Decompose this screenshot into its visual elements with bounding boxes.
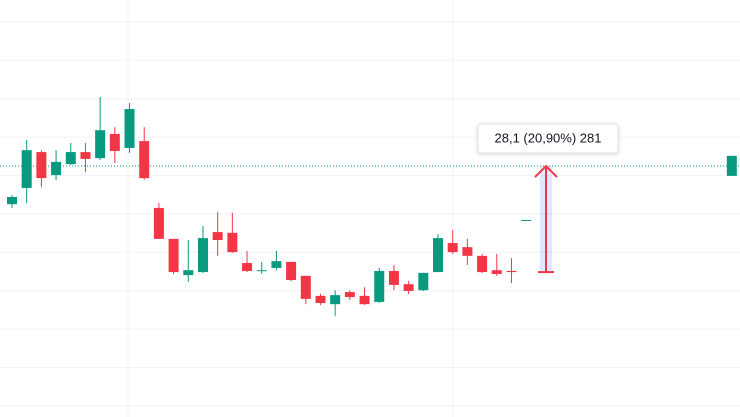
candle-body	[418, 272, 429, 291]
measure-tooltip-box	[477, 123, 619, 154]
candle-body	[21, 150, 32, 188]
candle-body	[95, 130, 106, 159]
candle-body	[51, 161, 62, 176]
measure-tool: 28,1 (20,90%) 281	[477, 123, 619, 274]
candle-body	[242, 263, 253, 271]
candle-body	[109, 133, 120, 151]
candle-body	[183, 270, 194, 276]
candle-body	[80, 152, 91, 159]
candle-body	[344, 292, 355, 297]
candle-body	[168, 238, 179, 273]
candle-body	[403, 284, 414, 291]
candle-body	[271, 261, 282, 268]
candle-body	[124, 109, 135, 148]
candle-body	[197, 238, 208, 273]
candle-body	[477, 255, 488, 273]
candle-body	[506, 270, 517, 273]
candle-body	[212, 232, 223, 241]
candle-body	[153, 207, 164, 239]
candle-body	[315, 295, 326, 304]
candle-body	[36, 152, 47, 179]
candle-body	[359, 295, 370, 305]
candle-body	[227, 232, 238, 253]
candle-body	[7, 196, 17, 205]
candle-body	[300, 275, 311, 299]
measure-label: 28,1 (20,90%) 281	[495, 130, 602, 145]
candle-body	[433, 238, 444, 273]
candle-body	[726, 155, 737, 176]
measure-arrowhead	[534, 164, 558, 178]
candle-body	[139, 141, 150, 179]
candle-body	[65, 152, 76, 165]
candle-body	[521, 220, 532, 222]
candle-body	[491, 270, 502, 274]
plot-area	[0, 96, 740, 316]
candle-body	[256, 270, 267, 272]
candle-body	[374, 270, 385, 302]
candle-body	[462, 247, 473, 256]
candle-body	[388, 270, 399, 285]
candle-body	[330, 295, 341, 305]
candle-body	[286, 261, 297, 281]
candle-body	[447, 243, 458, 253]
